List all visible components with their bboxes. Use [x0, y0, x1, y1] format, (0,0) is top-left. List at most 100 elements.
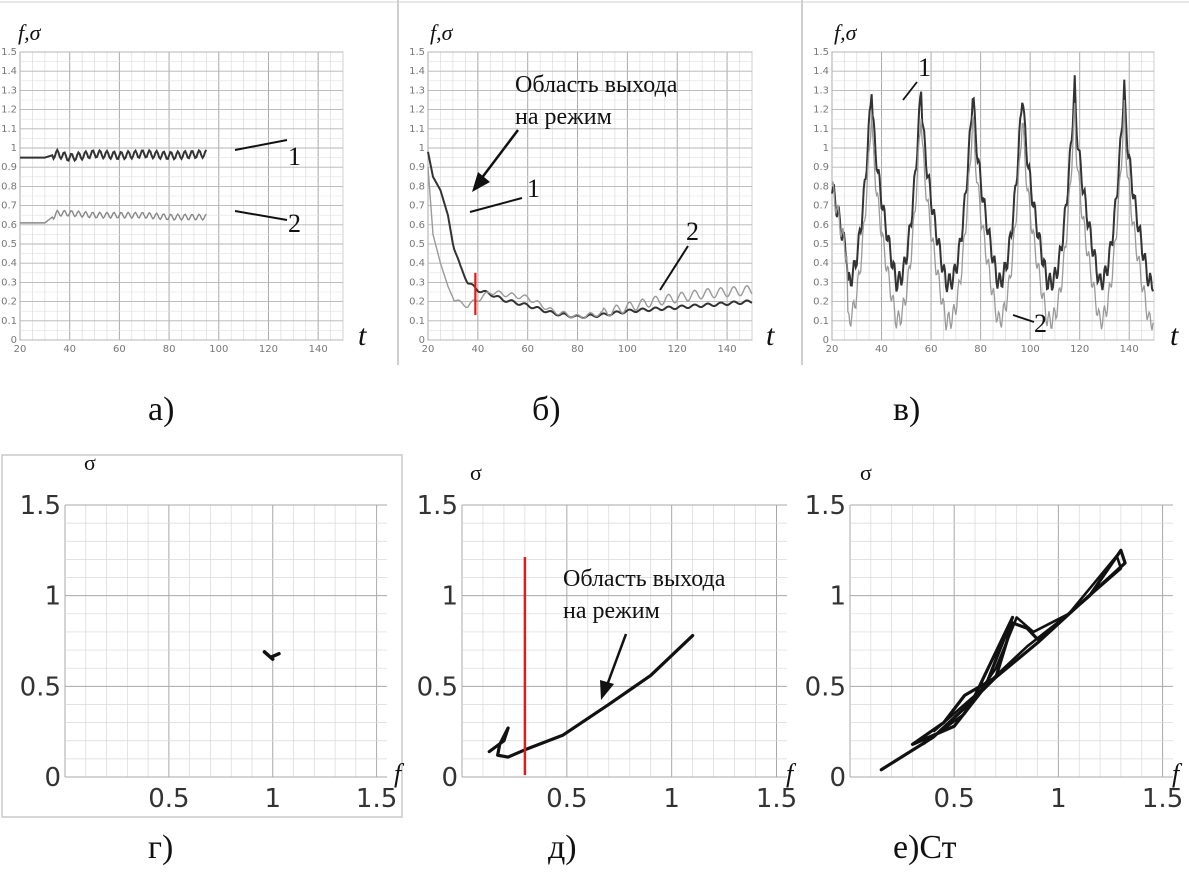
panel-c-y-tick-label: 0.5: [813, 239, 829, 250]
panel-a-y-tick-label: 1: [11, 143, 17, 154]
panel-b-annotation-arrow: [477, 129, 519, 184]
panel-c-y-tick-label: 1.4: [813, 66, 829, 77]
panel-a-leader-1: [234, 139, 288, 151]
caption-b: б): [532, 391, 561, 428]
panel-f-y-tick-label: 0: [829, 763, 846, 793]
caption-f: е)Ст: [893, 829, 957, 866]
panel-e-xlabel: f: [786, 759, 797, 788]
panel-a-y-tick-label: 0.7: [1, 201, 17, 212]
panel-c-x-tick-label: 140: [1120, 344, 1139, 355]
caption-d: г): [148, 829, 173, 866]
panel-a-y-tick-label: 1.3: [1, 85, 17, 96]
panel-a-series-1-line: [20, 147, 208, 163]
panel-b-y-tick-label: 0.7: [409, 201, 425, 212]
panel-d-y-tick-label: 0.5: [20, 672, 61, 702]
panel-c-y-tick-label: 1.3: [813, 85, 829, 96]
panel-c-x-tick-label: 60: [925, 344, 938, 355]
panel-d-chart: 0.5 1 1.5 0 0.5 1 1.5: [1, 454, 403, 818]
panel-d-y-tick-label: 0: [44, 763, 61, 793]
panel-d-frame: [1, 454, 403, 818]
panel-c-y-tick-label: 0.2: [813, 297, 829, 308]
panel-a-y-tick-label: 1.1: [1, 124, 17, 135]
panel-c-y-tick-label: 1.1: [813, 124, 829, 135]
panel-c-y-tick-label: 0: [823, 335, 829, 346]
panel-b-x-tick-label: 60: [521, 344, 534, 355]
panel-f-x-tick-label: 1.5: [1142, 784, 1183, 814]
panel-b-y-tick-label: 0.5: [409, 239, 425, 250]
panel-a-x-tick-label: 20: [14, 344, 27, 355]
panel-b-x-tick-label: 140: [718, 344, 737, 355]
panel-b-y-tick-label: 1.1: [409, 124, 425, 135]
panel-c-y-tick-label: 0.3: [813, 277, 829, 288]
panel-a-x-tick-label: 140: [309, 344, 328, 355]
panel-e-chart: 0.5 1 1.5 0 0.5 1 1.5: [417, 491, 798, 814]
panel-c-y-tick-label: 0.8: [813, 181, 829, 192]
caption-e: д): [548, 829, 577, 866]
panel-a-y-tick-label: 0: [11, 335, 17, 346]
panel-e-annotation-arrow: [604, 633, 628, 689]
panel-f-chart: 0.5 1 1.5 0 0.5 1 1.5: [805, 491, 1184, 814]
panel-a-y-tick-label: 1.4: [1, 66, 17, 77]
panel-c-y-tick-label: 0.1: [813, 316, 829, 327]
panel-c-leader-1: [902, 81, 918, 101]
panel-c-y-tick-label: 0.7: [813, 201, 829, 212]
panel-b-x-tick-label: 80: [571, 344, 584, 355]
panel-f-y-tick-label: 1.5: [805, 491, 846, 521]
panel-a-y-tick-label: 0.8: [1, 181, 17, 192]
panel-c-series-2-line: [831, 99, 1154, 331]
panel-c-y-tick-label: 1.2: [813, 105, 829, 116]
panel-b-y-tick-label: 1.4: [409, 66, 425, 77]
panel-f-ylabel: σ: [860, 460, 872, 485]
panel-a-x-tick-label: 80: [163, 344, 176, 355]
panel-a-leader-2: [234, 210, 288, 221]
panel-e-annotation-line2: на режим: [563, 598, 660, 624]
panel-a-y-tick-label: 1.2: [1, 105, 17, 116]
panel-c-y-tick-label: 1.5: [813, 47, 829, 58]
panel-a-ylabel: f,σ: [18, 20, 42, 45]
panel-b-x-tick-label: 20: [422, 344, 435, 355]
panel-b-y-tick-label: 1: [419, 143, 425, 154]
panel-f-y-tick-label: 0.5: [805, 672, 846, 702]
panel-c-y-tick-label: 1: [823, 143, 829, 154]
panel-b-y-tick-label: 0.9: [409, 162, 425, 173]
panel-b-y-tick-label: 0.1: [409, 316, 425, 327]
panel-b-leader-1: [469, 197, 523, 213]
panel-b-y-tick-label: 0.8: [409, 181, 425, 192]
panel-b-y-tick-label: 1.3: [409, 85, 425, 96]
panel-c-series-1-line: [831, 75, 1154, 293]
panel-a-y-tick-label: 0.5: [1, 239, 17, 250]
panel-d-xlabel: f: [394, 759, 405, 788]
panel-a-y-tick-label: 1.5: [1, 47, 17, 58]
panel-b-annotation-line1: Область выхода: [515, 72, 678, 98]
panel-f-xlabel: f: [1172, 759, 1183, 788]
panel-c-x-tick-label: 40: [875, 344, 888, 355]
panel-e-x-tick-label: 1.5: [756, 784, 797, 814]
panel-d-ylabel: σ: [84, 450, 96, 475]
panel-b-ylabel: f,σ: [430, 20, 454, 45]
panel-a-series-2-label: 2: [288, 209, 301, 238]
panel-e-y-tick-label: 0: [441, 763, 458, 793]
panel-b-x-tick-label: 100: [618, 344, 637, 355]
panel-c-ylabel: f,σ: [834, 20, 858, 45]
panel-e-x-tick-label: 1: [663, 784, 680, 814]
panel-e-trajectory: [487, 633, 695, 759]
panel-d-y-tick-label: 1.5: [20, 491, 61, 521]
panel-a-x-tick-label: 100: [209, 344, 228, 355]
panel-e-y-tick-label: 1: [441, 582, 458, 612]
panel-f-y-tick-label: 1: [829, 582, 846, 612]
panel-a-y-tick-label: 0.1: [1, 316, 17, 327]
panel-d-x-tick-label: 0.5: [148, 784, 189, 814]
panel-c-series-2-label: 2: [1034, 309, 1047, 338]
panel-b-chart: 20 40 60 80 100 120 140 0 0.1 0.2 0.3 0.4 0.5 0.6 0.7 0…: [409, 47, 753, 355]
panel-b-series-1-label: 1: [527, 174, 540, 203]
panel-e-y-tick-label: 1.5: [417, 491, 458, 521]
panel-c-x-tick-label: 20: [826, 344, 839, 355]
panel-b-y-tick-label: 0.3: [409, 277, 425, 288]
panel-c-leader-2: [1012, 314, 1035, 323]
panel-f-trajectory-loop: [922, 554, 1123, 746]
panel-b-series-2-line: [427, 167, 753, 320]
panel-b-y-tick-label: 0.6: [409, 220, 425, 231]
panel-e-y-tick-label: 0.5: [417, 672, 458, 702]
panel-b-xlabel: t: [766, 319, 775, 352]
